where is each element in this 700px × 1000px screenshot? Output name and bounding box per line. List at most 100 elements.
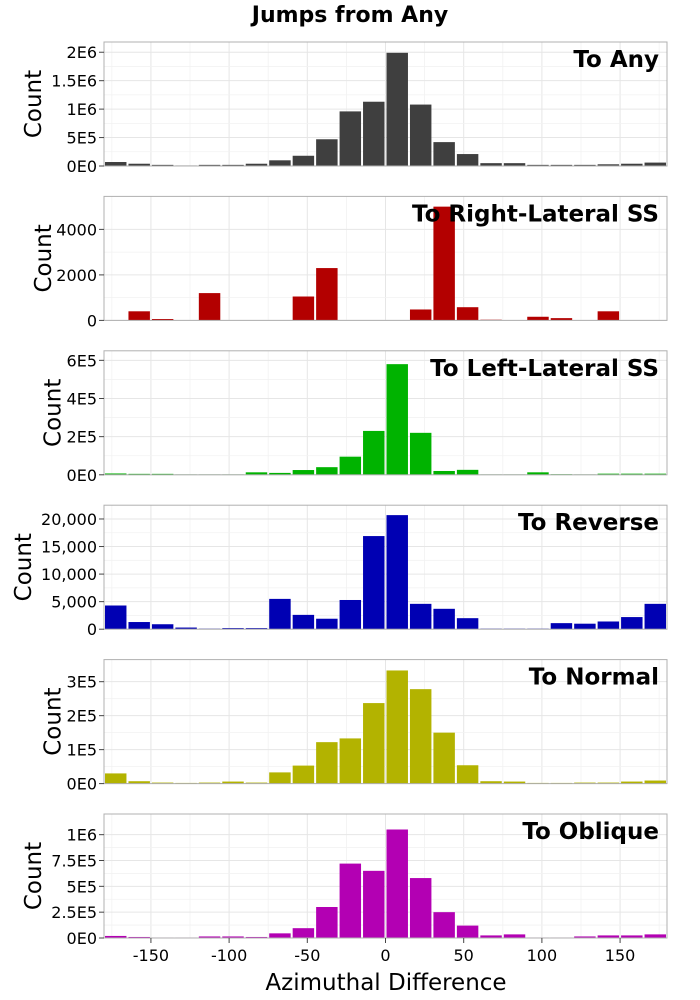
bar (128, 781, 150, 784)
bar (316, 268, 338, 321)
bar (433, 206, 455, 321)
bar (527, 472, 549, 475)
bar (503, 163, 526, 166)
bar (386, 52, 408, 166)
bar (339, 456, 362, 475)
y-tick-label: 7.5E5 (51, 852, 97, 871)
bar (316, 467, 338, 475)
x-tick-label: -100 (211, 946, 247, 965)
y-tick-label: 3E5 (67, 673, 97, 692)
bar (409, 309, 432, 321)
y-tick-label: 0 (87, 620, 97, 639)
bar (363, 870, 385, 938)
bar (456, 765, 479, 784)
x-tick-label: -150 (133, 946, 169, 965)
bar (456, 618, 479, 630)
bar (644, 603, 666, 630)
y-tick-label: 0E0 (67, 775, 97, 794)
bar (409, 432, 432, 475)
bar (339, 111, 362, 166)
bar (245, 163, 268, 166)
y-tick-label: 1E6 (67, 826, 97, 845)
bar (574, 782, 596, 784)
bar (269, 772, 291, 784)
y-axis-label: Count (41, 379, 67, 447)
y-tick-label: 1E5 (67, 741, 97, 760)
y-tick-label: 0E0 (67, 157, 97, 176)
bar (105, 773, 127, 784)
bar (409, 878, 432, 938)
bar (456, 307, 479, 321)
bar (363, 430, 385, 475)
y-tick-label: 5,000 (51, 593, 97, 612)
bar (363, 101, 385, 166)
bar (198, 782, 221, 784)
bar (456, 925, 479, 938)
bar (339, 599, 362, 630)
bar (316, 139, 338, 166)
bar (292, 296, 315, 321)
y-axis-label: Count (41, 687, 67, 755)
bar (644, 934, 666, 938)
bar (386, 670, 408, 784)
bar (339, 863, 362, 938)
y-tick-label: 15,000 (41, 538, 97, 557)
bar (245, 782, 268, 784)
panel-title: To Any (573, 47, 659, 73)
bar (292, 614, 315, 630)
panel-frame (103, 350, 668, 476)
y-tick-label: 20,000 (41, 510, 97, 529)
bar (222, 164, 244, 166)
x-axis-label: Azimuthal Difference (265, 970, 506, 996)
bar (503, 934, 526, 938)
bar (574, 623, 596, 630)
bar (128, 163, 150, 166)
y-tick-label: 5E5 (67, 129, 97, 148)
bar (245, 936, 268, 938)
panel-1: 0E0 5E5 1E6 1.5E6 2E6 Count To Any (21, 41, 668, 176)
y-tick-label: 2E6 (67, 43, 97, 62)
bar (222, 936, 244, 938)
bar (386, 829, 408, 938)
bar (151, 624, 174, 630)
bar (105, 162, 127, 166)
bar (292, 765, 315, 784)
bar (105, 605, 127, 630)
bar (292, 470, 315, 475)
bar (597, 782, 620, 784)
bar (597, 473, 620, 475)
bar (456, 469, 479, 475)
bar (409, 104, 432, 166)
y-tick-label: 0 (87, 311, 97, 330)
bar (433, 732, 455, 784)
panel-title: To Right-Lateral SS (412, 201, 659, 227)
bar (550, 318, 573, 321)
bar (386, 515, 408, 630)
bar (644, 473, 666, 475)
bar (597, 621, 620, 630)
y-tick-label: 10,000 (41, 565, 97, 584)
bar (339, 738, 362, 784)
bar (574, 164, 596, 166)
y-tick-label: 2000 (56, 266, 97, 285)
bar (644, 780, 666, 784)
figure-title: Jumps from Any (250, 3, 448, 28)
x-tick-label: -50 (294, 946, 320, 965)
bar (644, 162, 666, 166)
bar (550, 164, 573, 166)
bar (151, 319, 174, 321)
bar (128, 936, 150, 938)
bar (480, 935, 502, 938)
bar (363, 536, 385, 630)
bar (128, 311, 150, 321)
bar (433, 142, 455, 166)
bar (222, 628, 244, 630)
bar (245, 628, 268, 630)
x-tick-label: 0 (380, 946, 390, 965)
bar (363, 703, 385, 784)
bar (105, 473, 127, 475)
bar (316, 742, 338, 784)
bar (269, 933, 291, 938)
